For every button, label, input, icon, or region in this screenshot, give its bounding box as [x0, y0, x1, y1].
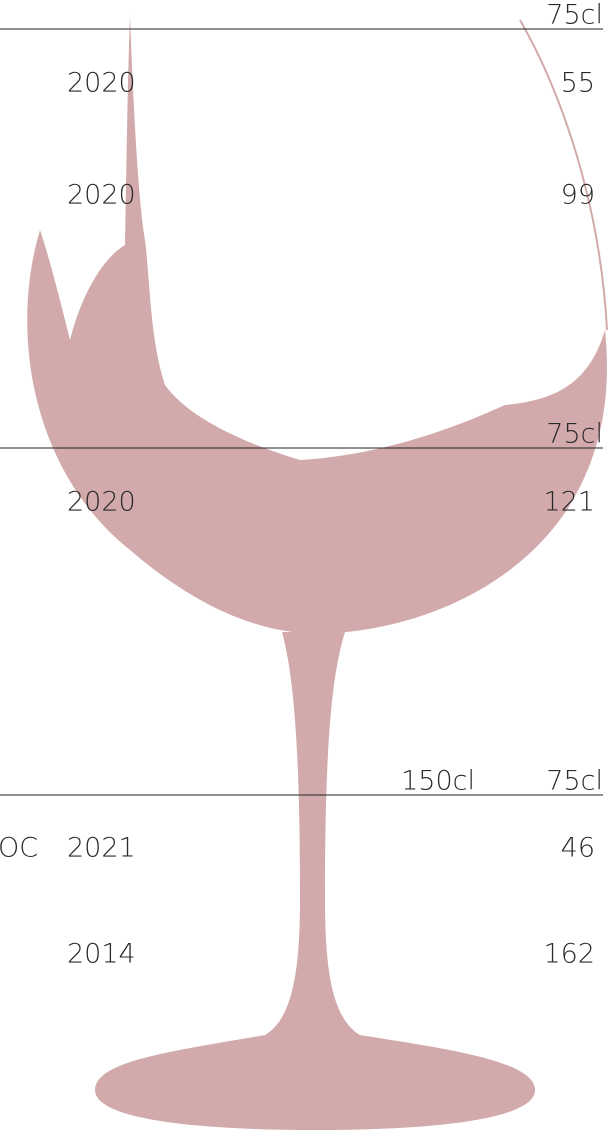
price: 99 [561, 180, 595, 211]
wine-glass [27, 15, 608, 1130]
price: 162 [543, 939, 595, 970]
price: 121 [543, 487, 595, 518]
glass-rim [519, 19, 608, 331]
glass-stem [95, 632, 535, 1130]
vintage: 2020 [67, 487, 136, 518]
bottle-size: 75cl [546, 419, 603, 450]
bottle-size: 150cl [401, 766, 475, 797]
bottle-size: 75cl [546, 0, 603, 31]
price: 55 [561, 68, 595, 99]
wine-name: OC [0, 833, 38, 864]
vintage: 2014 [67, 939, 136, 970]
bottle-size: 75cl [546, 766, 603, 797]
glass-bowl [27, 15, 607, 634]
vintage: 2020 [67, 180, 136, 211]
vintage: 2021 [67, 833, 136, 864]
price: 46 [561, 833, 595, 864]
vintage: 2020 [67, 68, 136, 99]
